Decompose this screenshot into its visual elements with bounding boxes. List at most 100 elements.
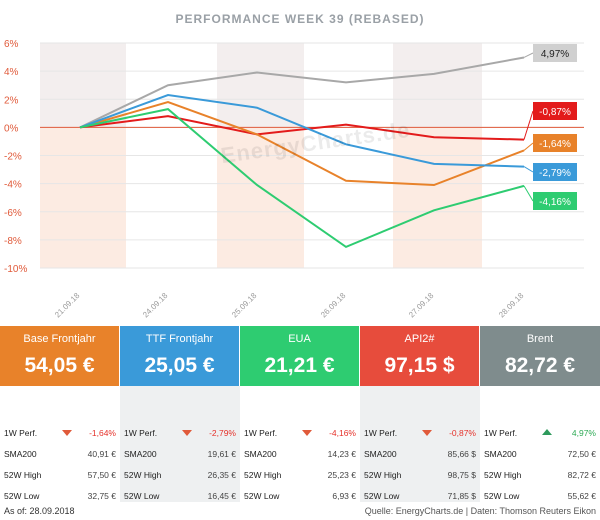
stat-value: 55,62 €	[567, 491, 596, 501]
band-lower-2	[393, 127, 482, 268]
end-value-badge	[533, 134, 577, 152]
stat-row: 1W Perf. -4,16%	[240, 426, 360, 440]
band-upper-1	[217, 43, 304, 128]
stat-value: 72,50 €	[567, 449, 596, 459]
series-line-1	[79, 115, 525, 141]
stat-row: 52W Low 6,93 €	[240, 489, 360, 503]
stat-row: SMA200 72,50 €	[480, 447, 600, 461]
stat-label: SMA200	[484, 449, 517, 459]
card-name: Base Frontjahr	[23, 333, 96, 345]
stats-column: 1W Perf. -4,16% SMA200 14,23 € 52W High 25,23…	[240, 386, 360, 502]
stat-label: 52W High	[4, 470, 42, 480]
stat-label: SMA200	[364, 449, 397, 459]
y-tick-label: 0%	[4, 123, 19, 134]
band-lower-0	[40, 127, 126, 268]
card-name: API2#	[404, 333, 435, 345]
stat-row: 52W High 25,23 €	[240, 468, 360, 482]
stat-row: 52W High 98,75 $	[360, 468, 480, 482]
stat-value: 98,75 $	[447, 470, 476, 480]
y-tick-label: -6%	[4, 208, 22, 219]
series-line-0	[79, 56, 525, 129]
stat-value: -4,16%	[329, 428, 356, 438]
y-tick-label: -10%	[4, 264, 27, 275]
stat-row: 52W High 82,72 €	[480, 468, 600, 482]
y-tick-label: -8%	[4, 236, 22, 247]
stat-label: 1W Perf.	[364, 428, 398, 438]
performance-chart: 6% 4% 2% 0% -2% -4% -6% -8% -10% 21.09.18 24.09.18…	[4, 39, 584, 320]
end-value-badge	[533, 192, 577, 210]
end-value-label: -2,79%	[539, 168, 571, 179]
stat-label: 1W Perf.	[124, 428, 158, 438]
stat-label: 52W High	[244, 470, 282, 480]
stat-row: 1W Perf. 4,97%	[480, 426, 600, 440]
end-value-badge	[533, 163, 577, 181]
y-tick-label: 4%	[4, 67, 19, 78]
card-name: TTF Frontjahr	[145, 333, 214, 345]
stat-value: -2,79%	[209, 428, 236, 438]
stat-label: SMA200	[4, 449, 37, 459]
stat-value: 6,93 €	[332, 491, 356, 501]
stat-row: 52W High 57,50 €	[0, 468, 120, 482]
badge-connector	[523, 142, 534, 151]
badge-connector	[523, 52, 534, 58]
badge-connector	[523, 185, 534, 202]
stat-row: SMA200 19,61 €	[120, 447, 240, 461]
triangle-down-icon	[62, 430, 72, 436]
stat-value: 14,23 €	[327, 449, 356, 459]
x-tick-label: 26.09.18	[319, 291, 348, 320]
stat-label: 52W Low	[244, 491, 280, 501]
stat-value: 40,91 €	[87, 449, 116, 459]
band-upper-2	[393, 43, 482, 128]
y-tick-label: -2%	[4, 152, 22, 163]
stat-label: 52W Low	[364, 491, 400, 501]
stat-row: 1W Perf. -0,87%	[360, 426, 480, 440]
stat-label: 1W Perf.	[484, 428, 518, 438]
source-credit: Quelle: EnergyCharts.de | Daten: Thomson…	[364, 506, 596, 516]
chart-title: PERFORMANCE WEEK 39 (REBASED)	[175, 12, 425, 26]
stat-row: 52W Low 32,75 €	[0, 489, 120, 503]
stat-label: SMA200	[244, 449, 277, 459]
stat-row: 52W High 26,35 €	[120, 468, 240, 482]
stat-value: 25,23 €	[327, 470, 356, 480]
stat-row: SMA200 14,23 €	[240, 447, 360, 461]
end-value-badge	[533, 44, 577, 62]
card-price: 82,72 €	[504, 354, 576, 377]
stat-row: 52W Low 71,85 $	[360, 489, 480, 503]
x-tick-label: 21.09.18	[53, 291, 82, 320]
as-of-date: As of: 28.09.2018	[4, 506, 75, 516]
x-tick-label: 27.09.18	[407, 291, 436, 320]
stat-label: 52W Low	[484, 491, 520, 501]
stats-column: 1W Perf. -1,64% SMA200 40,91 € 52W High 57,50…	[0, 386, 120, 502]
stat-value: -1,64%	[89, 428, 116, 438]
stats-column: 1W Perf. -0,87% SMA200 85,66 $ 52W High 98,75…	[360, 386, 480, 502]
end-value-label: -4,16%	[539, 197, 571, 208]
stat-value: 26,35 €	[207, 470, 236, 480]
triangle-down-icon	[422, 430, 432, 436]
stat-label: 52W Low	[124, 491, 160, 501]
stat-value: 82,72 €	[567, 470, 596, 480]
stat-value: 85,66 $	[447, 449, 476, 459]
series-line-4	[79, 108, 525, 249]
end-value-badge	[533, 102, 577, 120]
stat-value: 57,50 €	[87, 470, 116, 480]
price-card-ttf-frontjahr: TTF Frontjahr 25,05 €	[120, 326, 240, 386]
y-tick-label: 2%	[4, 95, 19, 106]
series-line-2	[79, 101, 525, 187]
stat-value: -0,87%	[449, 428, 476, 438]
stat-row: 1W Perf. -1,64%	[0, 426, 120, 440]
series-line-3	[79, 93, 525, 168]
stat-row: SMA200 85,66 $	[360, 447, 480, 461]
stat-row: 52W Low 55,62 €	[480, 489, 600, 503]
stat-label: 1W Perf.	[244, 428, 278, 438]
stat-label: 52W High	[364, 470, 402, 480]
price-card-api2: API2# 97,15 $	[360, 326, 480, 386]
card-price: 25,05 €	[144, 354, 215, 377]
stat-value: 16,45 €	[207, 491, 236, 501]
stats-column: 1W Perf. 4,97% SMA200 72,50 € 52W High 82,72 …	[480, 386, 600, 502]
stat-row: 52W Low 16,45 €	[120, 489, 240, 503]
stat-value: 4,97%	[571, 428, 596, 438]
stat-row: SMA200 40,91 €	[0, 447, 120, 461]
stat-value: 19,61 €	[207, 449, 236, 459]
card-price: 97,15 $	[384, 354, 455, 377]
stat-label: 52W High	[124, 470, 162, 480]
